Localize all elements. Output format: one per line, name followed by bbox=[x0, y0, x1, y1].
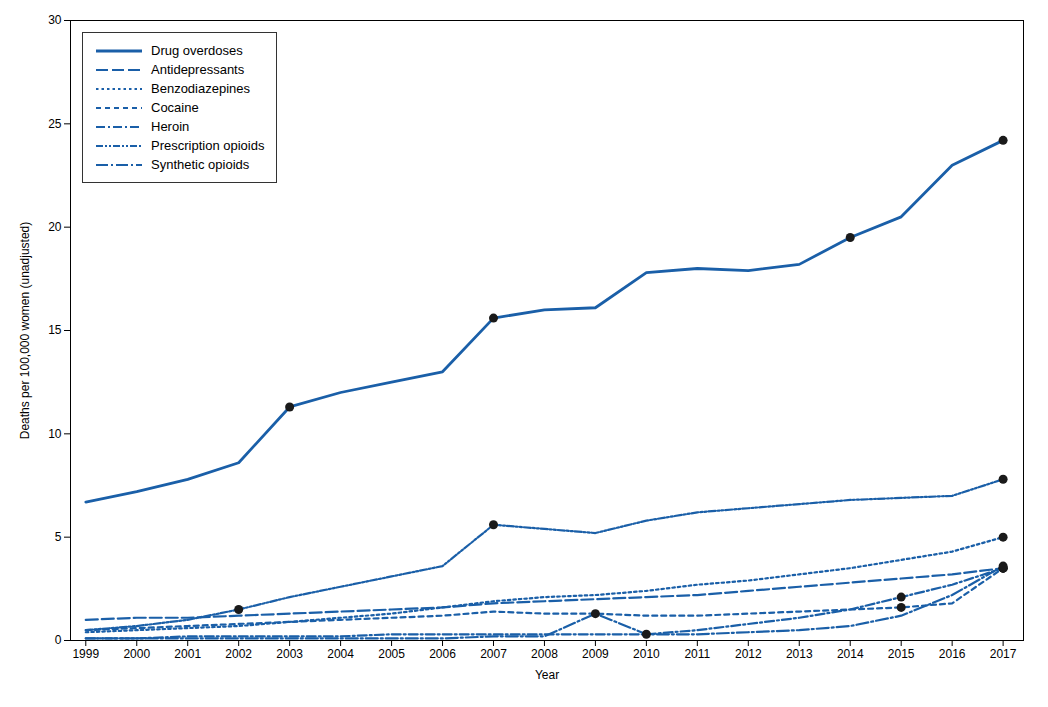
svg-text:0: 0 bbox=[55, 633, 62, 647]
html-text:Antidepressants: Antidepressants bbox=[151, 62, 245, 77]
svg-text:2015: 2015 bbox=[888, 647, 915, 661]
svg-text:2007: 2007 bbox=[480, 647, 507, 661]
svg-text:2002: 2002 bbox=[225, 647, 252, 661]
svg-text:10: 10 bbox=[48, 427, 62, 441]
svg-text:2011: 2011 bbox=[684, 647, 710, 661]
svg-text:2010: 2010 bbox=[633, 647, 660, 661]
svg-text:2006: 2006 bbox=[429, 647, 456, 661]
svg-text:2014: 2014 bbox=[837, 647, 864, 661]
svg-text:2012: 2012 bbox=[735, 647, 762, 661]
html-text:Benzodiazepines: Benzodiazepines bbox=[151, 81, 250, 96]
svg-text:1999: 1999 bbox=[72, 647, 99, 661]
svg-text:25: 25 bbox=[48, 117, 62, 131]
svg-text:2004: 2004 bbox=[327, 647, 354, 661]
svg-text:20: 20 bbox=[48, 220, 62, 234]
svg-text:15: 15 bbox=[48, 323, 62, 337]
html-text:Heroin: Heroin bbox=[151, 119, 190, 134]
svg-text:30: 30 bbox=[48, 13, 62, 27]
html-text:Synthetic opioids: Synthetic opioids bbox=[151, 157, 250, 172]
svg-text:2005: 2005 bbox=[378, 647, 405, 661]
svg-text:5: 5 bbox=[55, 530, 62, 544]
svg-text:2003: 2003 bbox=[276, 647, 303, 661]
html-text:Prescription opioids: Prescription opioids bbox=[151, 138, 265, 153]
svg-text:2009: 2009 bbox=[582, 647, 609, 661]
svg-text:2013: 2013 bbox=[786, 647, 813, 661]
svg-text:Year: Year bbox=[535, 668, 559, 682]
html-text:Drug overdoses: Drug overdoses bbox=[151, 43, 243, 58]
svg-text:2016: 2016 bbox=[939, 647, 966, 661]
svg-text:2001: 2001 bbox=[174, 647, 201, 661]
svg-text:Deaths per 100,000 women (unad: Deaths per 100,000 women (unadjusted) bbox=[18, 222, 32, 439]
svg-text:2008: 2008 bbox=[531, 647, 558, 661]
svg-text:2017: 2017 bbox=[990, 647, 1017, 661]
html-text:Cocaine: Cocaine bbox=[151, 100, 199, 115]
svg-text:2000: 2000 bbox=[123, 647, 150, 661]
